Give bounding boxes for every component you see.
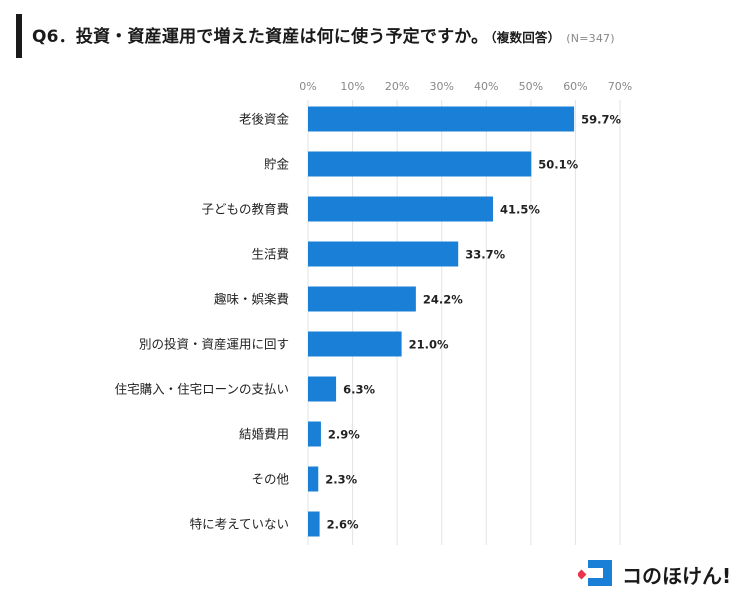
brand-logo-text: コのほけん! <box>622 564 732 588</box>
bar <box>308 151 532 177</box>
x-tick-label: 50% <box>519 80 543 93</box>
data-label: 6.3% <box>343 383 375 397</box>
data-label: 21.0% <box>409 338 449 352</box>
category-label: 趣味・娯楽費 <box>214 292 289 307</box>
category-label: 子どもの教育費 <box>201 202 289 217</box>
data-label: 2.6% <box>327 518 359 532</box>
sample-size: (N=347) <box>566 32 615 45</box>
category-label: その他 <box>251 472 289 487</box>
x-tick-label: 40% <box>474 80 498 93</box>
category-label: 老後資金 <box>239 112 290 127</box>
x-tick-label: 70% <box>608 80 632 93</box>
data-label: 50.1% <box>538 158 578 172</box>
category-label: 別の投資・資産運用に回す <box>139 337 289 352</box>
bar <box>308 196 493 222</box>
category-label: 特に考えていない <box>190 517 289 532</box>
bar <box>308 376 337 402</box>
x-tick-label: 60% <box>563 80 587 93</box>
brand-logo-icon <box>578 560 612 586</box>
chart-title-text: Q6．投資・資産運用で増えた資産は何に使う予定ですか。 <box>32 27 489 47</box>
category-label: 住宅購入・住宅ローンの支払い <box>115 382 289 397</box>
bar <box>308 421 321 447</box>
data-label: 2.9% <box>328 428 360 442</box>
category-label: 結婚費用 <box>239 427 289 442</box>
data-label: 33.7% <box>465 248 505 262</box>
data-label: 24.2% <box>423 293 463 307</box>
bar <box>308 286 416 312</box>
category-label: 生活費 <box>251 247 289 262</box>
x-tick-label: 10% <box>340 80 364 93</box>
bar <box>308 106 575 132</box>
bar <box>308 241 459 267</box>
x-tick-label: 20% <box>385 80 409 93</box>
x-tick-label: 0% <box>299 80 316 93</box>
bar <box>308 331 402 357</box>
chart-title: Q6．投資・資産運用で増えた資産は何に使う予定ですか。 （複数回答） (N=347) <box>32 22 615 47</box>
data-label: 59.7% <box>581 113 621 127</box>
category-label: 貯金 <box>264 157 290 172</box>
bar <box>308 511 320 537</box>
chart-subtitle: （複数回答） <box>490 30 561 45</box>
bar <box>308 466 319 492</box>
brand-logo: コのほけん! <box>578 556 738 590</box>
data-label: 41.5% <box>500 203 540 217</box>
x-tick-label: 30% <box>429 80 453 93</box>
data-label: 2.3% <box>325 473 357 487</box>
title-accent-bar <box>16 14 22 58</box>
